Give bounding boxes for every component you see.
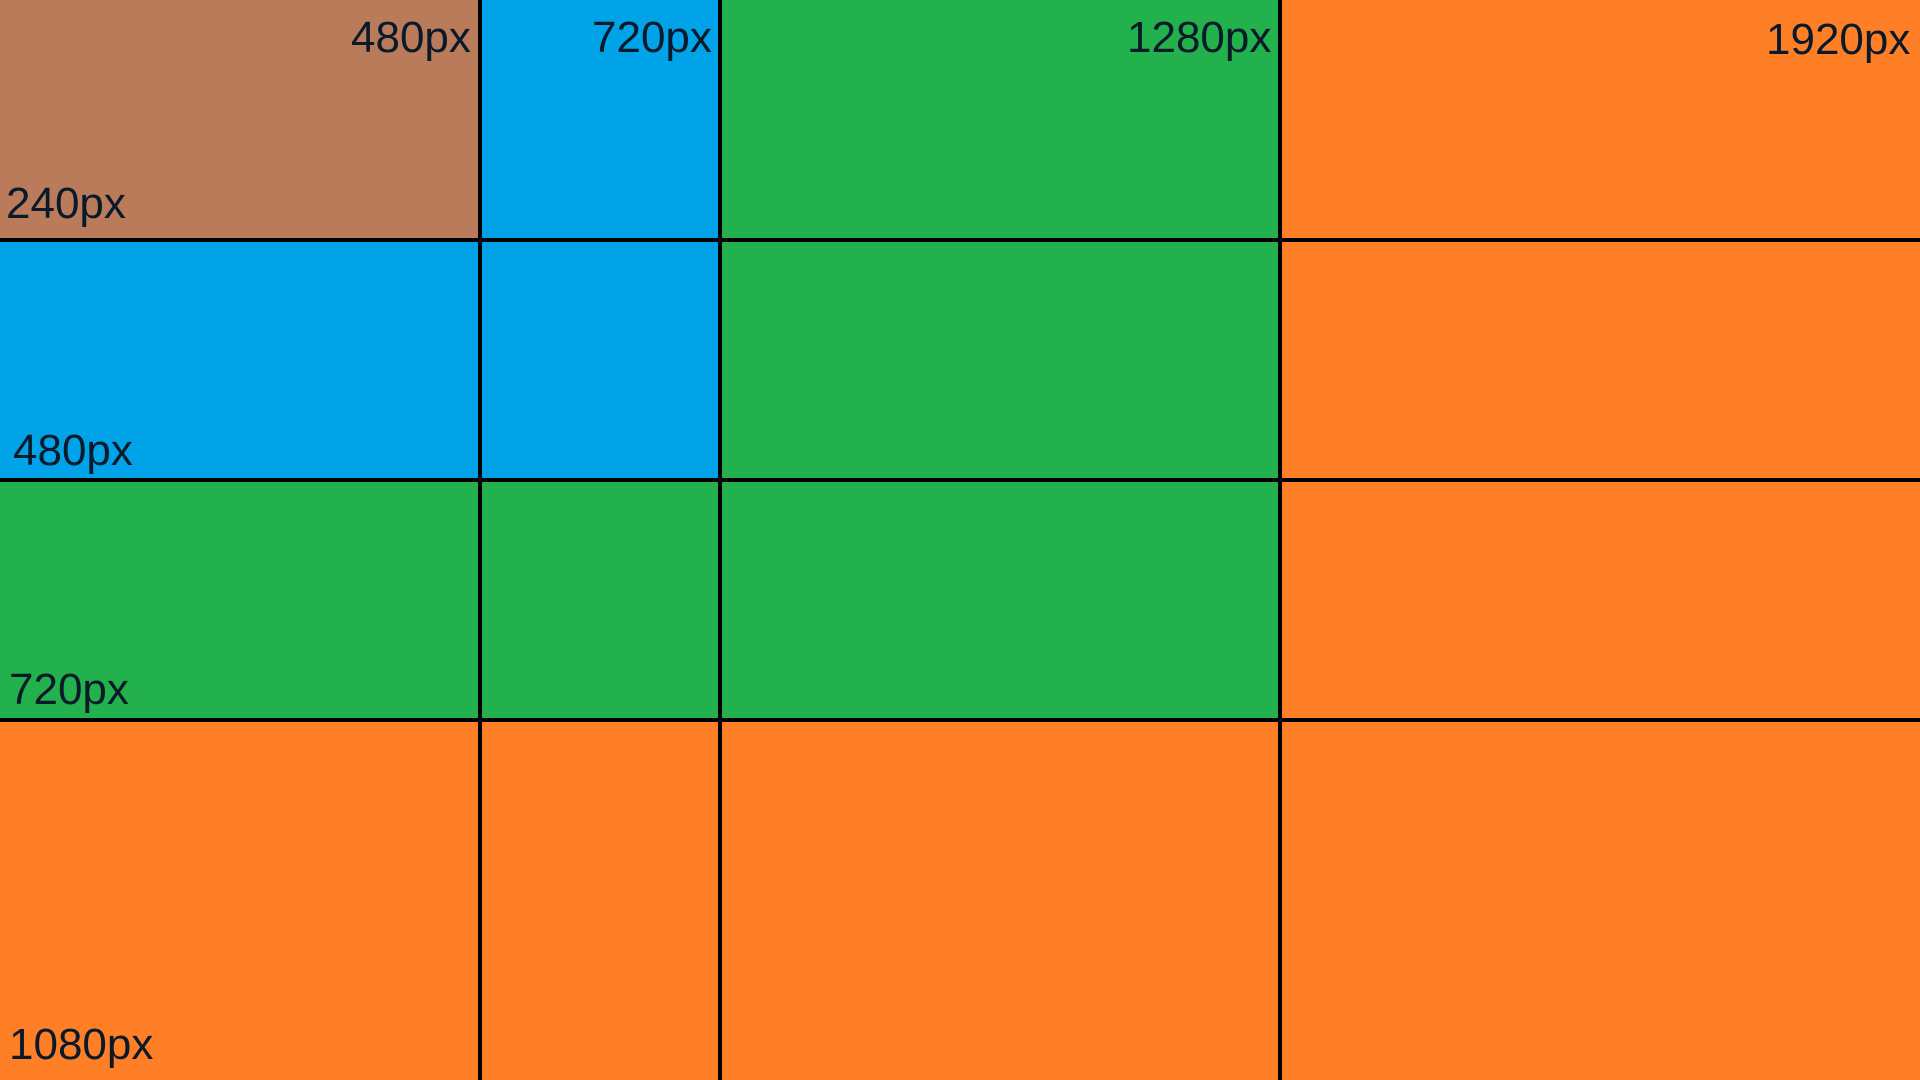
cell-1920x1080 — [1280, 720, 1920, 1080]
label-width-480: 480px — [351, 13, 471, 62]
label-width-1920: 1920px — [1766, 15, 1911, 64]
label-height-720: 720px — [9, 665, 129, 714]
label-width-1280: 1280px — [1127, 13, 1272, 62]
vertical-line-480 — [478, 0, 482, 1080]
cell-1920x240 — [1280, 0, 1920, 240]
cell-1280x480 — [720, 240, 1280, 480]
horizontal-line-720 — [0, 718, 1920, 722]
cell-1280x1080 — [720, 720, 1280, 1080]
cell-480x1080 — [0, 720, 480, 1080]
vertical-line-720 — [718, 0, 722, 1080]
cell-1280x240 — [720, 0, 1280, 240]
cell-720x1080 — [480, 720, 720, 1080]
cell-720x480 — [480, 240, 720, 480]
label-width-720: 720px — [592, 13, 712, 62]
cell-720x720 — [480, 480, 720, 720]
cell-480x240 — [0, 0, 480, 240]
horizontal-line-480 — [0, 478, 1920, 482]
cell-1920x720 — [1280, 480, 1920, 720]
cell-480x720 — [0, 480, 480, 720]
cell-1920x480 — [1280, 240, 1920, 480]
cell-1280x720 — [720, 480, 1280, 720]
label-height-1080: 1080px — [9, 1020, 154, 1069]
cell-480x480 — [0, 240, 480, 480]
cell-720x240 — [480, 0, 720, 240]
label-height-240: 240px — [6, 179, 126, 228]
label-height-480: 480px — [13, 426, 133, 475]
vertical-line-1280 — [1278, 0, 1282, 1080]
horizontal-line-240 — [0, 238, 1920, 242]
